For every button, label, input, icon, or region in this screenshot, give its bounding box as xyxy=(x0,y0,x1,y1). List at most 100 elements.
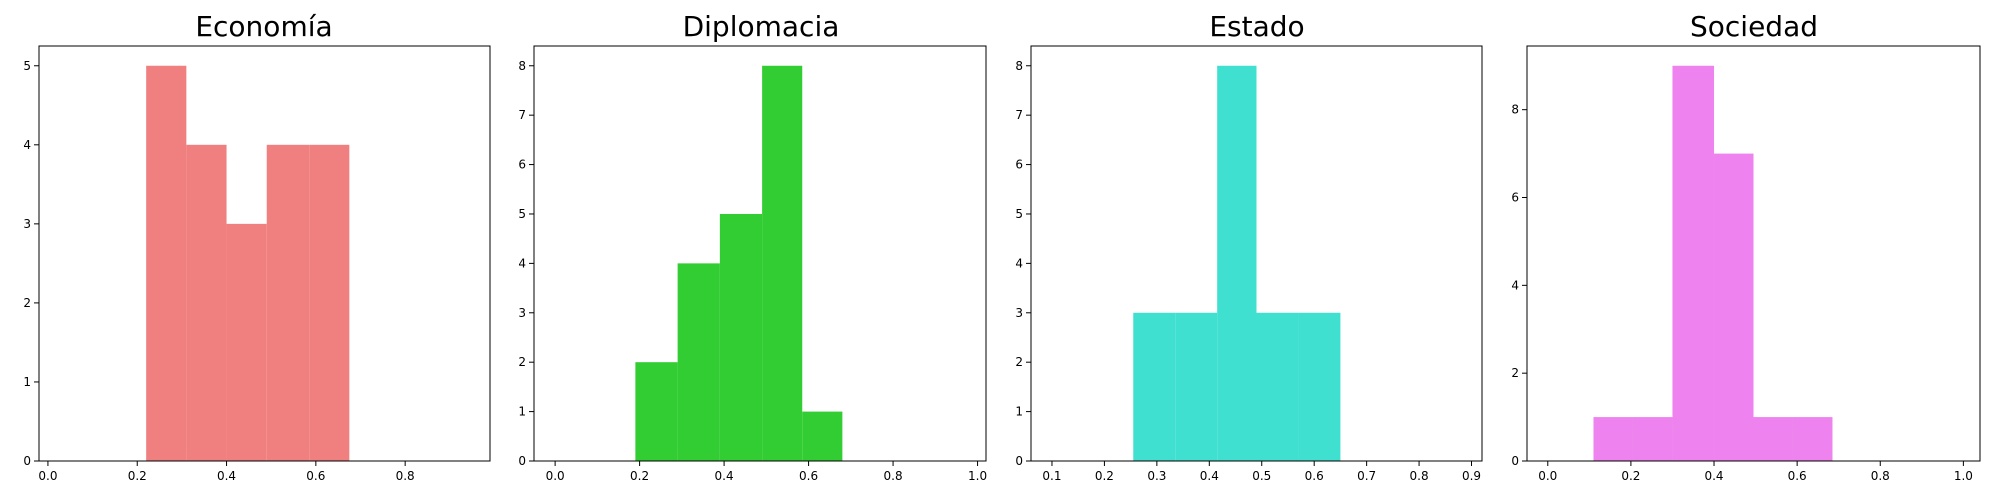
histogram-bar xyxy=(1175,312,1218,461)
x-tick-label: 0.6 xyxy=(1305,469,1324,483)
y-tick-label: 6 xyxy=(518,158,526,172)
panel-title: Diplomacia xyxy=(683,10,840,43)
x-ticks: 0.0 0.2 0.4 0.6 0.8 xyxy=(38,461,415,483)
axes-frame xyxy=(1526,45,1981,462)
y-tick-label: 5 xyxy=(1015,207,1023,221)
panel-title: Economía xyxy=(195,10,332,43)
histogram-bar xyxy=(719,213,763,461)
x-tick-label: 0.5 xyxy=(1252,469,1271,483)
histogram-bar xyxy=(266,144,310,462)
x-tick-label: 0.8 xyxy=(1410,469,1429,483)
histogram-bar xyxy=(186,144,227,462)
panel-title: Sociedad xyxy=(1690,10,1818,43)
panel-economia: Economía 0.0 0.2 0.4 0.6 0.8 0 1 2 3 4 5 xyxy=(23,10,491,483)
x-tick-label: 0.2 xyxy=(630,469,649,483)
x-tick-label: 0.8 xyxy=(396,469,415,483)
x-tick-label: 0.8 xyxy=(1871,469,1890,483)
histogram-bar xyxy=(1593,417,1633,461)
histogram-bar xyxy=(1217,65,1257,461)
y-tick-label: 8 xyxy=(1015,59,1023,73)
histogram-bar xyxy=(635,362,678,461)
histogram-bar xyxy=(677,263,720,461)
y-tick-label: 1 xyxy=(23,375,31,389)
x-tick-label: 0.0 xyxy=(1538,469,1557,483)
y-tick-label: 5 xyxy=(518,207,526,221)
bars-group xyxy=(1133,65,1341,461)
x-tick-label: 0.0 xyxy=(546,469,565,483)
histogram-bar xyxy=(802,411,843,461)
y-tick-label: 8 xyxy=(1511,103,1519,117)
panel-diplomacia: Diplomacia 0.0 0.2 0.4 0.6 0.8 1.0 0 1 2 3 4 5 6 7 8 xyxy=(518,10,987,483)
histogram-bar xyxy=(762,65,803,461)
histogram-bar xyxy=(226,223,267,461)
x-tick-label: 0.6 xyxy=(1788,469,1807,483)
y-ticks: 0 2 4 6 8 xyxy=(1511,103,1527,468)
y-tick-label: 1 xyxy=(1015,405,1023,419)
x-ticks: 0.0 0.2 0.4 0.6 0.8 1.0 xyxy=(546,461,987,483)
histogram-bar xyxy=(1672,65,1715,461)
x-tick-label: 0.6 xyxy=(799,469,818,483)
bars-group xyxy=(1593,65,1833,461)
y-tick-label: 7 xyxy=(1015,108,1023,122)
histogram-bar xyxy=(1256,312,1299,461)
y-tick-label: 6 xyxy=(1511,191,1519,205)
y-tick-label: 7 xyxy=(518,108,526,122)
y-ticks: 0 1 2 3 4 5 6 7 8 xyxy=(518,59,534,468)
y-tick-label: 4 xyxy=(23,138,31,152)
y-tick-label: 3 xyxy=(23,217,31,231)
panel-estado: Estado 0.1 0.2 0.3 0.4 0.5 0.6 0.7 0.8 0.9 0 1 2 3 4… xyxy=(1015,10,1483,483)
panel-sociedad: Sociedad 0.0 0.2 0.4 0.6 0.8 1.0 0 2 4 6 8 xyxy=(1511,10,1981,483)
x-tick-label: 0.2 xyxy=(1095,469,1114,483)
histogram-bar xyxy=(1714,153,1754,461)
x-tick-label: 0.3 xyxy=(1147,469,1166,483)
y-tick-label: 0 xyxy=(1015,454,1023,468)
axes-frame xyxy=(533,45,987,462)
histogram-bar xyxy=(1792,417,1833,461)
y-tick-label: 0 xyxy=(1511,454,1519,468)
x-ticks: 0.0 0.2 0.4 0.6 0.8 1.0 xyxy=(1538,461,1973,483)
y-tick-label: 2 xyxy=(23,296,31,310)
x-tick-label: 1.0 xyxy=(968,469,987,483)
x-tick-label: 0.0 xyxy=(38,469,57,483)
y-tick-label: 0 xyxy=(518,454,526,468)
y-tick-label: 0 xyxy=(23,454,31,468)
x-tick-label: 0.4 xyxy=(1704,469,1723,483)
axes-frame xyxy=(38,45,491,462)
x-tick-label: 0.2 xyxy=(1621,469,1640,483)
y-tick-label: 4 xyxy=(518,256,526,270)
x-tick-label: 0.9 xyxy=(1462,469,1481,483)
x-tick-label: 0.2 xyxy=(128,469,147,483)
y-tick-label: 2 xyxy=(1015,355,1023,369)
x-tick-label: 0.6 xyxy=(306,469,325,483)
axes-frame xyxy=(1030,45,1483,462)
histogram-bar xyxy=(1753,417,1793,461)
y-tick-label: 2 xyxy=(1511,366,1519,380)
x-tick-label: 1.0 xyxy=(1954,469,1973,483)
x-tick-label: 0.7 xyxy=(1357,469,1376,483)
histogram-bar xyxy=(146,65,187,461)
bars-group xyxy=(146,65,350,462)
y-tick-label: 8 xyxy=(518,59,526,73)
x-tick-label: 0.4 xyxy=(715,469,734,483)
y-tick-label: 5 xyxy=(23,59,31,73)
y-tick-label: 6 xyxy=(1015,158,1023,172)
histogram-bar xyxy=(1133,312,1176,461)
y-ticks: 0 1 2 3 4 5 xyxy=(23,59,39,468)
y-tick-label: 3 xyxy=(518,306,526,320)
y-tick-label: 4 xyxy=(1015,256,1023,270)
y-tick-label: 2 xyxy=(518,355,526,369)
panel-title: Estado xyxy=(1209,10,1304,43)
y-ticks: 0 1 2 3 4 5 6 7 8 xyxy=(1015,59,1031,468)
histogram-bar xyxy=(1632,417,1673,461)
x-tick-label: 0.1 xyxy=(1042,469,1061,483)
x-tick-label: 0.8 xyxy=(884,469,903,483)
histogram-bar xyxy=(1298,312,1341,461)
histogram-bar xyxy=(309,144,350,462)
x-tick-label: 0.4 xyxy=(217,469,236,483)
x-tick-label: 0.4 xyxy=(1200,469,1219,483)
y-tick-label: 4 xyxy=(1511,278,1519,292)
bars-group xyxy=(635,65,843,461)
x-ticks: 0.1 0.2 0.3 0.4 0.5 0.6 0.7 0.8 0.9 xyxy=(1042,461,1481,483)
y-tick-label: 3 xyxy=(1015,306,1023,320)
